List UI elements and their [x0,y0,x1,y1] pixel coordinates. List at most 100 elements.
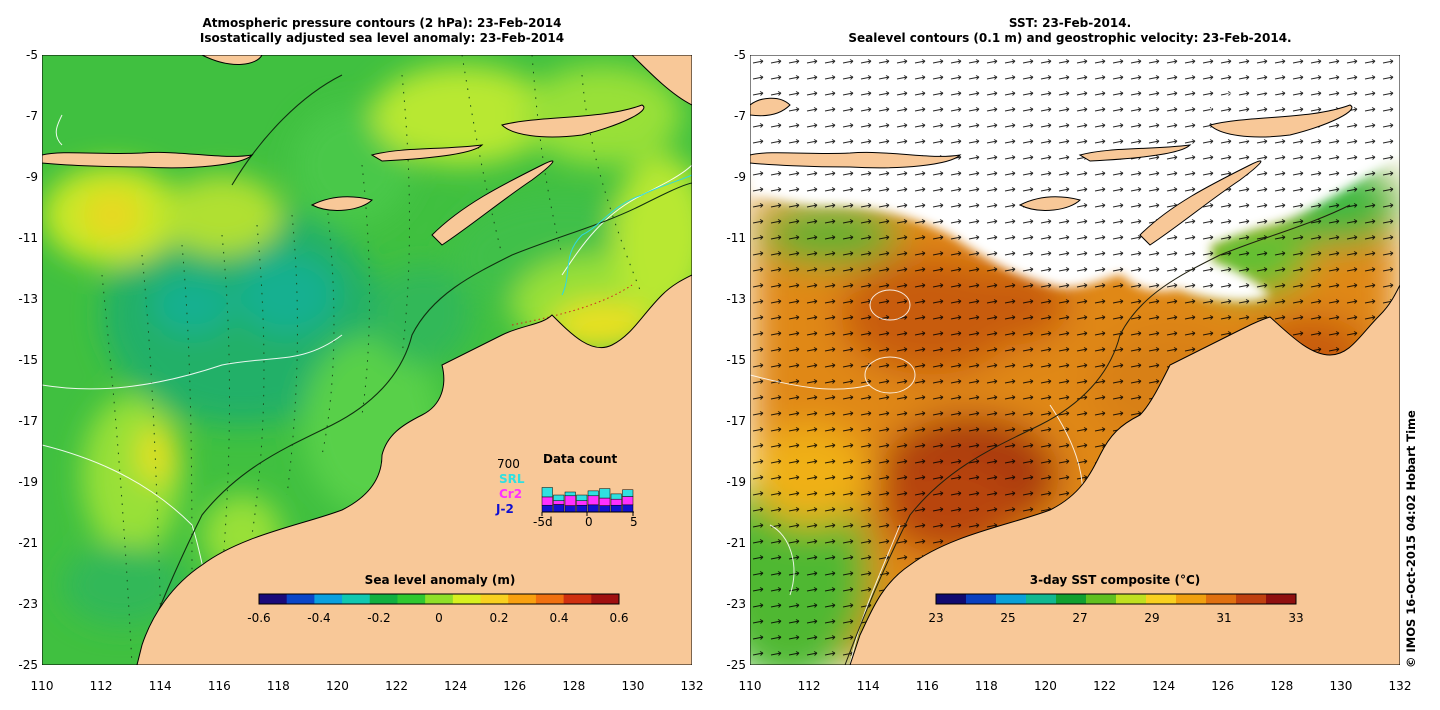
legend-bar-srl [599,488,611,499]
left-xtick: 124 [444,679,468,693]
left-ytick: -21 [18,536,38,550]
right-title: SST: 23-Feb-2014. Sealevel contours (0.1… [830,16,1310,46]
right-xtick: 116 [915,679,939,693]
right-colorbar-cell [1206,594,1237,604]
left-xtick: 122 [385,679,408,693]
left-ytick: -23 [18,597,38,611]
right-xtick: 118 [974,679,998,693]
right-colorbar-tick: 29 [1144,611,1160,625]
left-colorbar-tick: -0.6 [247,611,271,625]
legend-bar-j2 [576,504,588,513]
left-ytick: -7 [26,109,38,123]
right-colorbar-label: 3-day SST composite (°C) [1029,573,1201,587]
left-ytick: -9 [26,170,38,184]
legend-sat-cr2: Cr2 [499,487,523,501]
right-map [750,55,1400,665]
legend-bar-j2 [553,504,565,513]
left-map [42,55,692,665]
right-colorbar-cell [996,594,1027,604]
left-colorbar-cell [314,594,343,604]
left-title-line2: Isostatically adjusted sea level anomaly… [199,31,565,45]
left-colorbar-cell [259,594,288,604]
left-colorbar-tick: 0 [435,611,443,625]
left-colorbar-cell [342,594,371,604]
legend-bar-cr2 [576,500,588,506]
legend-bar-j2 [599,505,611,513]
legend-bar-srl [587,490,599,497]
right-ytick: -19 [726,475,746,489]
legend-bar-cr2 [610,498,622,506]
right-colorbar-tick: 31 [1216,611,1232,625]
left-colorbar-cell [480,594,509,604]
left-title: Atmospheric pressure contours (2 hPa): 2… [192,16,572,46]
legend-bar-cr2 [622,496,634,506]
legend-bar-j2 [622,504,634,513]
left-ytick: -13 [18,292,38,306]
right-colorbar-cell [1146,594,1177,604]
legend-bar-srl [622,489,634,497]
left-ytick: -25 [18,658,38,672]
legend-bar-cr2 [587,495,599,506]
right-ytick: -25 [726,658,746,672]
left-xtick: 110 [30,679,54,693]
left-colorbar-cell [563,594,592,604]
right-ytick: -21 [726,536,746,550]
left-colorbar-cell [535,594,565,604]
right-colorbar-tick: 23 [928,611,944,625]
legend-bar-cr2 [553,500,565,505]
left-xtick: 116 [207,679,231,693]
right-colorbar-cell [1116,594,1147,604]
right-xtick: 126 [1211,679,1235,693]
right-ytick: -7 [734,109,746,123]
right-colorbar-cell [1176,594,1207,604]
left-colorbar-tick: 0.2 [489,611,509,625]
left-ytick: -15 [18,353,38,367]
left-colorbar-tick: -0.2 [367,611,391,625]
left-xtick: 128 [562,679,586,693]
right-colorbar-tick: 27 [1072,611,1088,625]
legend-title: Data count [543,452,618,466]
right-ytick: -9 [734,170,746,184]
right-ytick: -5 [734,48,746,62]
left-colorbar-cell [369,594,398,604]
right-colorbar-tick: 25 [1000,611,1016,625]
right-colorbar-cell [1026,594,1057,604]
right-xtick: 114 [856,679,880,693]
left-colorbar [258,593,620,605]
right-ytick: -13 [726,292,746,306]
left-colorbar-label: Sea level anomaly (m) [364,573,516,587]
left-colorbar-tick: 0.6 [609,611,629,625]
left-colorbar-cell [286,594,315,604]
right-xtick: 120 [1034,679,1057,693]
right-ytick: -15 [726,353,746,367]
legend-bar-srl [541,487,553,498]
right-xtick: 124 [1152,679,1176,693]
right-xtick: 110 [738,679,762,693]
left-colorbar-cell [508,594,537,604]
left-xtick: 118 [266,679,290,693]
right-xtick: 112 [797,679,821,693]
right-ytick: -17 [726,414,746,428]
legend-bar-j2 [587,504,599,513]
left-xtick: 114 [148,679,172,693]
left-colorbar-cell [452,594,482,604]
right-colorbar-cell [936,594,967,604]
right-xtick: 132 [1388,679,1412,693]
left-xtick: 132 [680,679,704,693]
right-xtick: 122 [1093,679,1116,693]
left-xtick: 120 [326,679,349,693]
right-title-line1: SST: 23-Feb-2014. [1008,16,1132,30]
right-title-line2: Sealevel contours (0.1 m) and geostrophi… [848,31,1292,45]
legend-bar-cr2 [599,497,611,506]
left-xtick: 130 [621,679,645,693]
legend-bar-srl [576,494,588,501]
legend-bar-j2 [564,505,576,513]
right-colorbar-cell [1266,594,1297,604]
right-ytick: -23 [726,597,746,611]
left-ytick: -17 [18,414,38,428]
left-title-line1: Atmospheric pressure contours (2 hPa): 2… [202,16,562,30]
left-colorbar-cell [425,594,454,604]
australia-land [42,55,692,665]
left-colorbar-tick: 0.4 [549,611,569,625]
left-xtick: 112 [89,679,113,693]
